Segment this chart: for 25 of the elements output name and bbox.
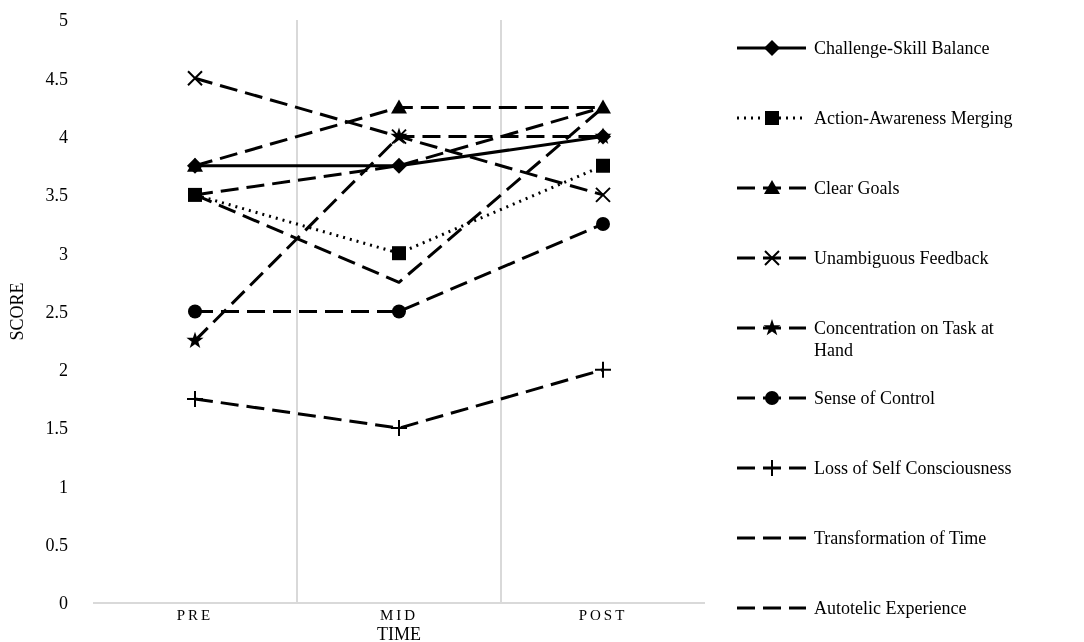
legend-label: Loss of Self Consciousness bbox=[814, 458, 1012, 479]
y-tick-label: 0.5 bbox=[45, 535, 68, 555]
legend-label: Sense of Control bbox=[814, 388, 935, 409]
y-tick-label: 2.5 bbox=[45, 301, 68, 322]
x-axis-title: TIME bbox=[377, 624, 421, 642]
y-tick-label: 4 bbox=[59, 126, 68, 147]
legend-label: Unambiguous Feedback bbox=[814, 248, 989, 269]
legend-label: Clear Goals bbox=[814, 178, 900, 199]
y-tick-label: 3 bbox=[59, 243, 68, 264]
x-tick-label: PRE bbox=[176, 607, 214, 623]
y-tick-label: 3.5 bbox=[45, 185, 68, 206]
legend-label: Action-Awareness Merging bbox=[814, 108, 1013, 129]
legend-label: Challenge-Skill Balance bbox=[814, 38, 990, 59]
y-tick-label: 5 bbox=[59, 10, 68, 31]
legend-label: Concentration on Task at Hand bbox=[814, 318, 994, 360]
y-tick-label: 0 bbox=[59, 593, 68, 614]
y-tick-label: 2 bbox=[59, 360, 68, 381]
y-tick-label: 1.5 bbox=[45, 418, 68, 439]
x-tick-label: POST bbox=[578, 607, 628, 623]
legend-label: Transformation of Time bbox=[814, 528, 987, 549]
legend-label: Autotelic Experience bbox=[814, 598, 967, 619]
y-tick-label: 4.5 bbox=[45, 68, 68, 89]
y-axis-title: SCORE bbox=[7, 282, 27, 341]
y-tick-label: 1 bbox=[59, 476, 68, 497]
x-tick-label: MID bbox=[379, 607, 419, 623]
